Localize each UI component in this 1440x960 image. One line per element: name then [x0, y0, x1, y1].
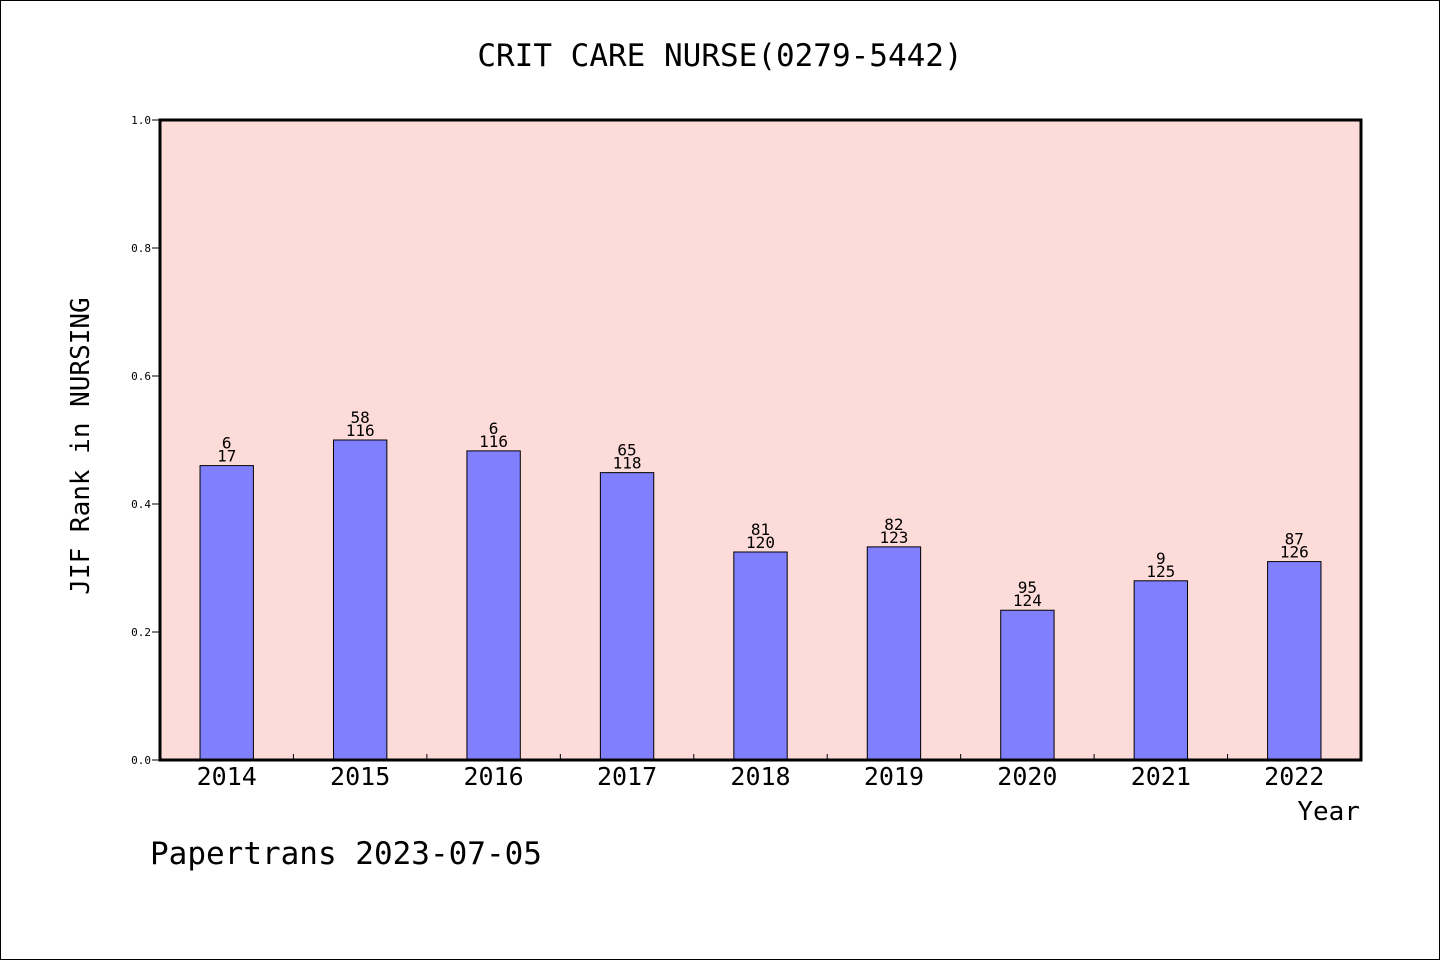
bar-2018 — [733, 551, 788, 761]
plot-border — [158, 118, 1363, 762]
bar-2022 — [1267, 561, 1322, 761]
y-tick-label: 0.4 — [131, 498, 151, 511]
x-tick-label: 2017 — [597, 762, 657, 791]
y-axis-ticks: 0.0 0.2 0.4 0.6 0.8 1.0 — [131, 114, 160, 767]
bar-2014 — [199, 465, 254, 761]
x-tick-label: 2014 — [197, 762, 257, 791]
bar-2017 — [599, 472, 655, 761]
bar-label-total: 123 — [879, 528, 908, 547]
y-tick-label: 1.0 — [131, 114, 151, 127]
footer-credit: Papertrans 2023-07-05 — [150, 836, 542, 872]
x-tick-label: 2021 — [1131, 762, 1191, 791]
x-tick-label: 2015 — [330, 762, 390, 791]
x-tick-label: 2018 — [730, 762, 790, 791]
bar-2016 — [466, 450, 521, 761]
bar-label-rank: 6 — [222, 434, 232, 453]
bar-label-total: 116 — [479, 432, 508, 451]
bar-label-total: 118 — [613, 454, 642, 473]
bar-label-total: 116 — [346, 421, 375, 440]
y-axis-label: JIF Rank in NURSING — [66, 297, 96, 594]
bar-label-total: 17 — [217, 447, 236, 466]
bar-label-rank: 82 — [884, 515, 903, 534]
bar-label-rank: 65 — [617, 441, 636, 460]
y-tick-label: 0.6 — [131, 370, 151, 383]
x-tick-label: 2022 — [1264, 762, 1324, 791]
x-tick-label: 2020 — [997, 762, 1057, 791]
y-tick-label: 0.2 — [131, 626, 151, 639]
bar-label-total: 126 — [1280, 543, 1309, 562]
bar-label-rank: 87 — [1285, 530, 1304, 549]
y-tick-label: 0.8 — [131, 242, 151, 255]
bar-label-total: 120 — [746, 533, 775, 552]
x-axis-label: Year — [1297, 797, 1360, 827]
bar-label-rank: 58 — [351, 408, 370, 427]
y-tick-label: 0.0 — [131, 754, 151, 767]
bar-2020 — [1000, 609, 1055, 761]
bar-label-rank: 81 — [751, 520, 770, 539]
x-tick-label: 2019 — [864, 762, 924, 791]
bar-label-rank: 95 — [1018, 578, 1037, 597]
x-axis-ticks: 2014 2015 2016 2017 2018 2019 2020 2021 2022 — [197, 754, 1324, 791]
bar-2021 — [1133, 580, 1189, 761]
chart-title: CRIT CARE NURSE(0279-5442) — [477, 38, 962, 74]
x-tick-label: 2016 — [464, 762, 524, 791]
bar-label-rank: 6 — [489, 419, 499, 438]
bar-label-total: 125 — [1146, 562, 1175, 581]
bar-2019 — [866, 546, 922, 761]
bar-2015 — [332, 439, 388, 761]
bar-label-rank: 9 — [1156, 549, 1166, 568]
bar-label-total: 124 — [1013, 591, 1042, 610]
